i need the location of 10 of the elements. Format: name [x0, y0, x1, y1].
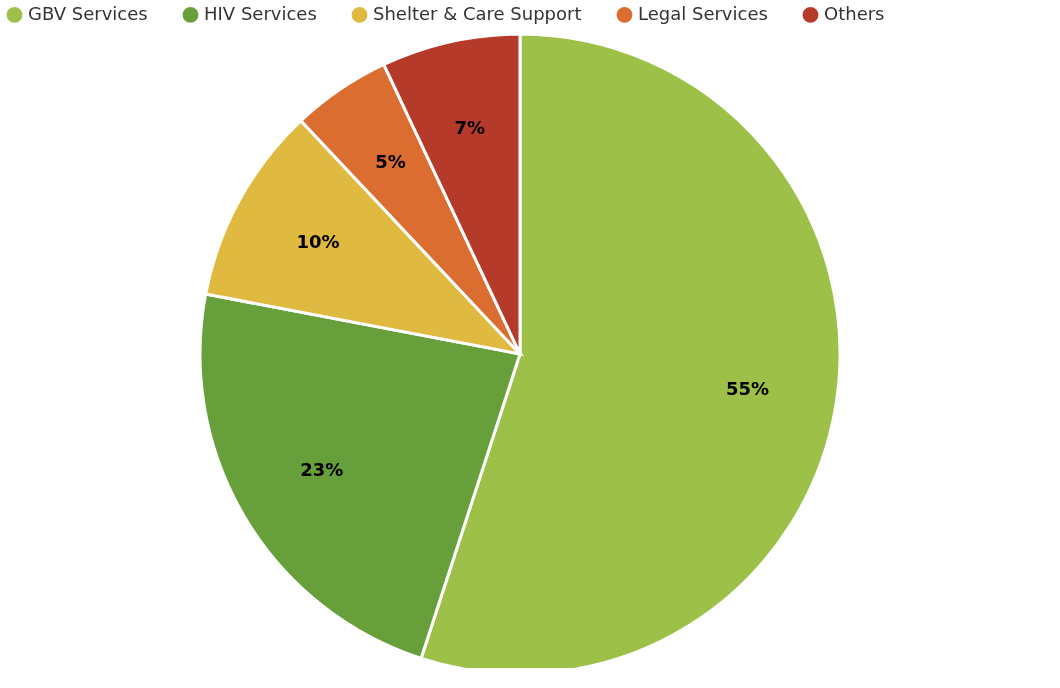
legend-label: GBV Services — [28, 2, 148, 24]
legend-label: HIV Services — [204, 2, 317, 24]
legend-label: Legal Services — [638, 2, 768, 24]
legend-label: Others — [824, 2, 885, 24]
data-label: 55% — [726, 378, 770, 400]
data-label: 5% — [375, 151, 406, 173]
legend-label: Shelter & Care Support — [373, 2, 582, 24]
data-label: 23% — [300, 459, 344, 481]
data-label: 10% — [296, 231, 340, 252]
data-label: 7% — [454, 117, 486, 139]
